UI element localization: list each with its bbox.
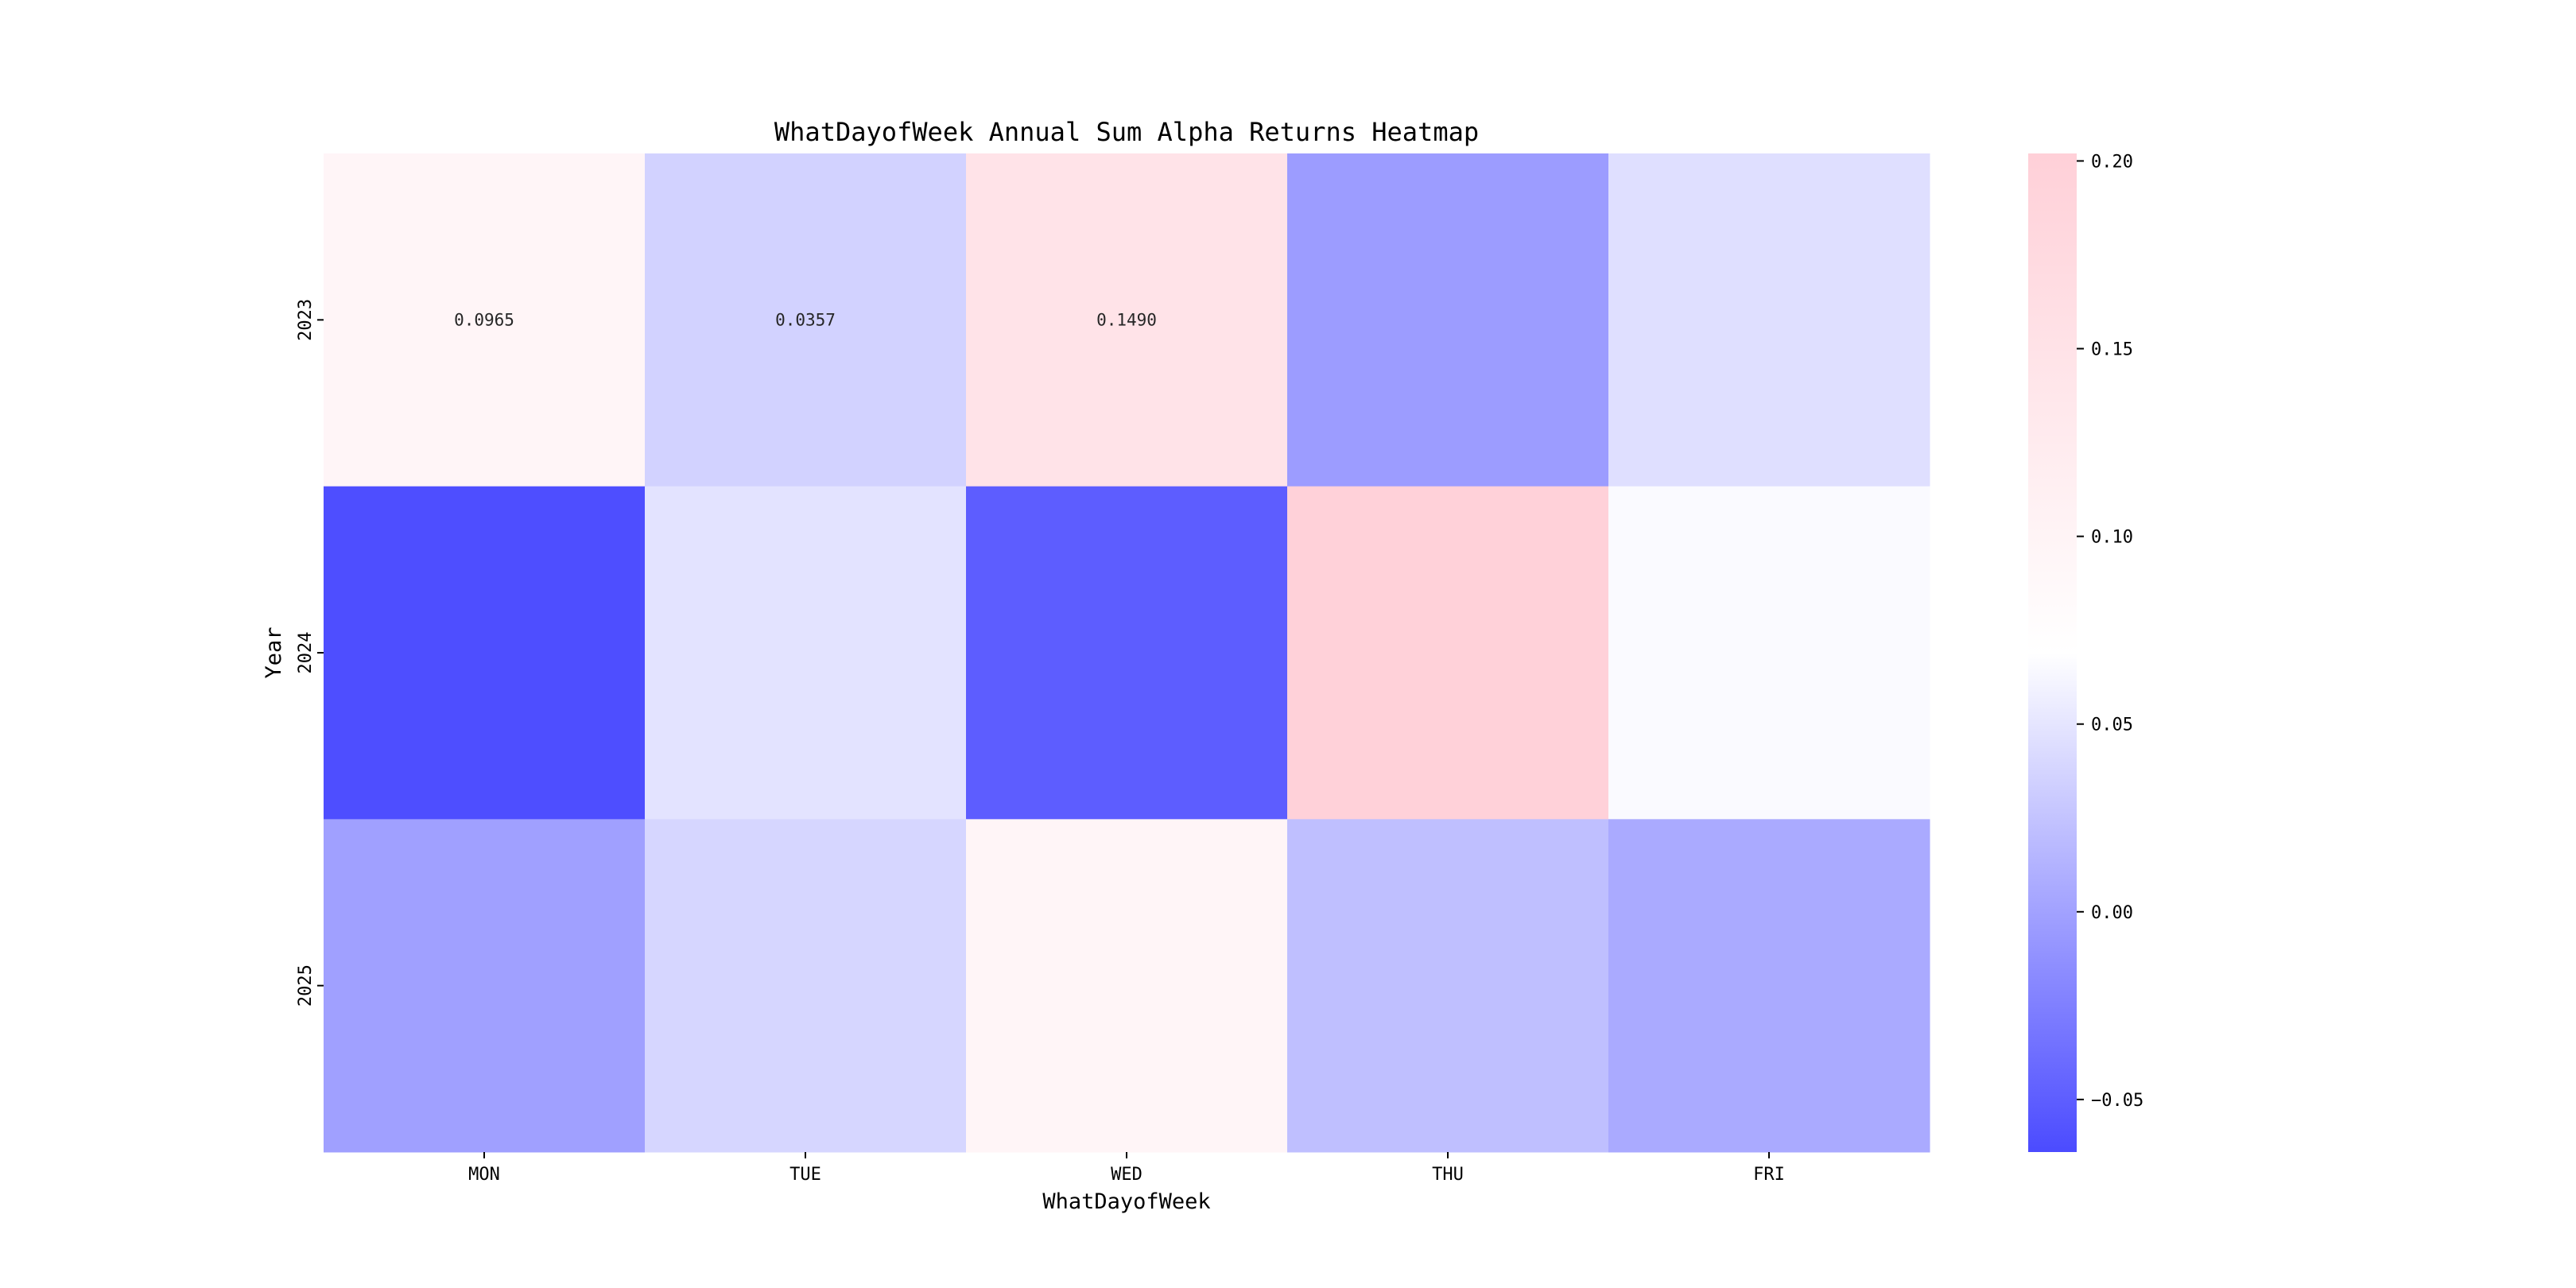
heatmap-cell — [645, 819, 967, 1153]
heatmap-cell — [645, 153, 967, 487]
heatmap-cell — [324, 819, 646, 1153]
colorbar-tick-label: 0.05 — [2091, 716, 2133, 735]
cell-annotation: 0.0357 — [775, 310, 836, 329]
colorbar-tick-label: 0.20 — [2091, 152, 2133, 172]
x-axis-label: WhatDayofWeek — [1042, 1189, 1210, 1214]
heatmap-cell — [1287, 819, 1609, 1153]
x-tick-label: TUE — [789, 1165, 821, 1185]
heatmap-cell — [966, 153, 1288, 487]
heatmap-cell — [1608, 153, 1930, 487]
cell-annotation: 0.1490 — [1096, 310, 1157, 329]
y-axis-ticks: 2023 2024 2025 — [296, 299, 324, 1007]
heatmap-cell — [645, 486, 967, 820]
x-axis-ticks: MON TUE WED THU FRI — [468, 1152, 1785, 1185]
x-tick-label: WED — [1111, 1165, 1143, 1185]
colorbar-tick-label: 0.15 — [2091, 340, 2133, 360]
heatmap-cells: 0.0965 0.0357 0.1490 — [324, 153, 1930, 1153]
heatmap-cell — [324, 153, 646, 487]
y-tick-label: 2025 — [296, 964, 316, 1007]
chart-title: WhatDayofWeek Annual Sum Alpha Returns H… — [774, 117, 1479, 147]
colorbar-tick-label: 0.00 — [2091, 903, 2133, 923]
heatmap-cell — [966, 486, 1288, 820]
heatmap-cell — [966, 819, 1288, 1153]
y-axis-label: Year — [262, 627, 286, 678]
colorbar-ticks: −0.05 0.00 0.05 0.10 0.15 0.20 — [2077, 152, 2143, 1111]
x-tick-label: FRI — [1753, 1165, 1785, 1185]
heatmap-cell — [324, 486, 646, 820]
y-tick-label: 2024 — [296, 632, 316, 674]
y-tick-label: 2023 — [296, 299, 316, 341]
colorbar — [2028, 153, 2077, 1152]
colorbar-tick-label: 0.10 — [2091, 528, 2133, 548]
heatmap-cell — [1608, 486, 1930, 820]
heatmap-cell — [1287, 486, 1609, 820]
heatmap-cell — [1287, 153, 1609, 487]
cell-annotation: 0.0965 — [454, 310, 514, 329]
heatmap-cell — [1608, 819, 1930, 1153]
x-tick-label: MON — [468, 1165, 500, 1185]
x-tick-label: THU — [1432, 1165, 1464, 1185]
colorbar-tick-label: −0.05 — [2091, 1091, 2143, 1111]
